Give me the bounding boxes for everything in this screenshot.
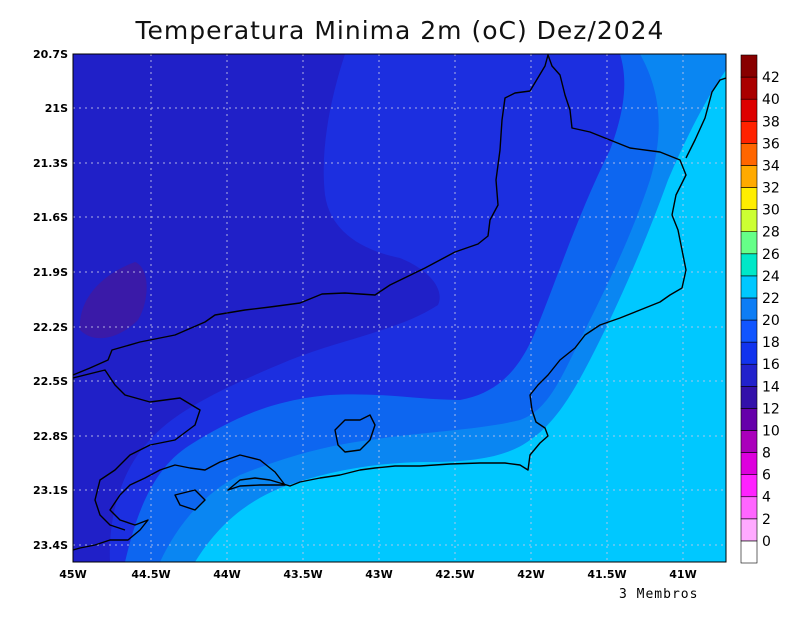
lat-label: 23.1S	[33, 484, 68, 497]
lon-axis: 45W 44.5W 44W 43.5W 43W 42.5W 42W 41.5W …	[59, 568, 696, 581]
sepetiba-islands	[174, 489, 206, 511]
band-22-24	[195, 70, 726, 562]
lat-label: 21S	[45, 102, 68, 115]
colorbar-label: 42	[762, 70, 780, 86]
shaded-field	[73, 54, 726, 562]
lat-label: 21.9S	[33, 266, 68, 279]
colorbar-label: 20	[762, 313, 780, 329]
lat-label: 22.2S	[33, 321, 68, 334]
colorbar-swatch	[740, 98, 758, 122]
lon-label: 45W	[59, 568, 86, 581]
coastline	[119, 214, 687, 496]
lon-label: 43.5W	[283, 568, 322, 581]
coast-sw	[73, 494, 149, 551]
lat-label: 22.8S	[33, 430, 68, 443]
colorbar-swatch	[740, 386, 758, 409]
colorbar-swatch	[740, 231, 758, 255]
colorbar-swatch	[740, 209, 758, 232]
lon-label: 41W	[669, 568, 696, 581]
colorbar-swatch	[740, 165, 758, 188]
colorbar-label: 6	[762, 468, 771, 484]
colorbar-swatch	[740, 76, 758, 100]
lat-label: 23.4S	[33, 539, 68, 552]
lon-label: 43W	[365, 568, 392, 581]
plot-frame	[72, 53, 727, 563]
state-border-west	[73, 369, 201, 531]
colorbar-swatch	[740, 408, 758, 431]
lat-axis: 20.7S 21S 21.3S 21.6S 21.9S 22.2S 22.5S …	[33, 48, 68, 552]
colorbar-label: 30	[762, 203, 780, 219]
colorbar-label: 28	[762, 225, 780, 241]
guanabara-bay	[334, 414, 376, 453]
colorbar-swatch	[740, 363, 758, 387]
colorbar-label: 18	[762, 335, 780, 351]
colorbar-label: 14	[762, 379, 780, 395]
colorbar-label: 34	[762, 158, 780, 174]
colorbar-swatch	[740, 187, 758, 210]
colorbar-label: 40	[762, 92, 780, 108]
colorbar-label: 16	[762, 357, 780, 373]
colorbar-label: 0	[762, 534, 771, 550]
colorbar-swatch	[740, 430, 758, 453]
colorbar-label: 38	[762, 114, 780, 130]
colorbar-swatch	[740, 143, 758, 166]
state-border-north	[685, 77, 726, 159]
colorbar-swatch	[740, 319, 758, 343]
lat-label: 20.7S	[33, 48, 68, 61]
colorbar-swatch	[740, 120, 758, 144]
colorbar-label: 32	[762, 181, 780, 197]
members-note: 3 Membros	[619, 587, 699, 602]
lat-label: 21.3S	[33, 157, 68, 170]
lon-label: 44.5W	[131, 568, 170, 581]
colorbar-swatch	[740, 496, 758, 520]
colorbar-swatch	[740, 297, 758, 321]
colorbar-label: 2	[762, 512, 771, 528]
colorbar-swatch	[740, 275, 758, 299]
lon-label: 41.5W	[587, 568, 626, 581]
boundaries	[73, 54, 726, 551]
colorbar-swatch	[740, 54, 758, 78]
colorbar-swatch	[740, 474, 758, 498]
map-title: Temperatura Minima 2m (oC) Dez/2024	[135, 16, 665, 45]
band-12-14	[79, 262, 147, 339]
lat-label: 21.6S	[33, 211, 68, 224]
colorbar-swatch	[740, 341, 758, 365]
colorbar-swatch	[740, 518, 758, 542]
lat-label: 22.5S	[33, 375, 68, 388]
colorbar-swatch	[740, 253, 758, 277]
colorbar-swatch	[740, 452, 758, 475]
colorbar-label: 10	[762, 423, 780, 439]
colorbar-label: 24	[762, 269, 780, 285]
lon-label: 44W	[213, 568, 240, 581]
lon-label: 42W	[517, 568, 544, 581]
colorbar-label: 22	[762, 291, 780, 307]
colorbar-label: 8	[762, 446, 771, 462]
colorbar-label: 36	[762, 136, 780, 152]
lon-label: 42.5W	[435, 568, 474, 581]
colorbar-label: 4	[762, 490, 771, 506]
colorbar-label: 26	[762, 247, 780, 263]
colorbar-label: 12	[762, 401, 780, 417]
colorbar-swatch	[740, 540, 758, 564]
state-border-rj	[73, 54, 687, 376]
